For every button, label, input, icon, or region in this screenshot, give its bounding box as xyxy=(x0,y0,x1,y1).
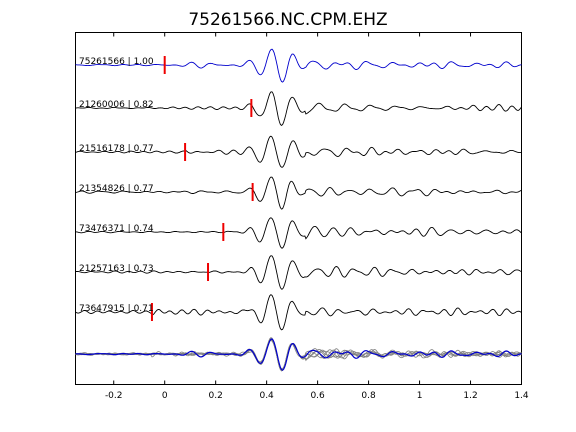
trace-line-0 xyxy=(75,48,522,83)
trace-line-1 xyxy=(75,91,522,126)
axes-box xyxy=(75,32,522,385)
overlay-group xyxy=(75,337,522,372)
overlay-line-0 xyxy=(75,338,522,371)
trace-line-6 xyxy=(75,294,522,331)
trace-label-5: 21257163 | 0.73 xyxy=(79,264,154,274)
x-tick-label-7: 1.2 xyxy=(463,391,477,401)
x-tick-label-1: 0 xyxy=(162,391,168,401)
x-tick-label-4: 0.6 xyxy=(310,391,325,401)
traces-group xyxy=(75,48,522,331)
x-tick-label-2: 0.2 xyxy=(209,391,223,401)
x-tick-label-3: 0.4 xyxy=(259,391,274,401)
picks-group xyxy=(150,56,254,321)
x-tick-label-6: 1 xyxy=(417,391,423,401)
trace-label-3: 21354826 | 0.77 xyxy=(79,184,154,194)
chart-title: 75261566.NC.CPM.EHZ xyxy=(188,10,387,30)
trace-line-5 xyxy=(75,255,522,290)
x-tick-label-5: 0.8 xyxy=(361,391,376,401)
x-axis: -0.2 0 0.2 0.4 0.6 0.8 1 1.2 1.4 xyxy=(105,32,529,401)
trace-label-1: 21260006 | 0.82 xyxy=(79,100,154,110)
trace-line-4 xyxy=(75,217,522,249)
trace-line-3 xyxy=(75,176,522,210)
trace-label-2: 21516178 | 0.77 xyxy=(79,144,154,154)
trace-label-6: 73647915 | 0.71 xyxy=(79,304,154,314)
x-tick-label-8: 1.4 xyxy=(514,391,529,401)
trace-line-2 xyxy=(75,135,522,168)
trace-labels-group: 75261566 | 1.00 21260006 | 0.82 21516178 |… xyxy=(79,57,154,314)
trace-label-4: 73476371 | 0.74 xyxy=(79,224,154,234)
x-tick-label-0: -0.2 xyxy=(105,391,123,401)
trace-label-0: 75261566 | 1.00 xyxy=(79,57,154,67)
